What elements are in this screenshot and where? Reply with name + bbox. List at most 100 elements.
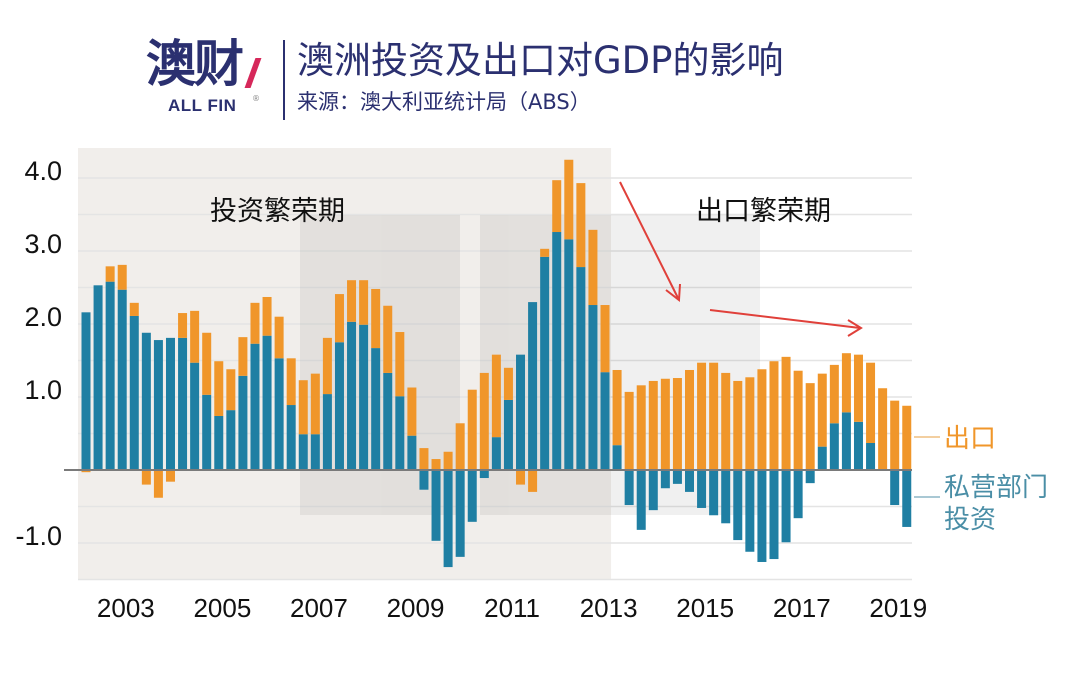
bar-investment (540, 256, 550, 470)
bar-investment (709, 470, 719, 516)
bar-investment (250, 343, 260, 470)
bar-investment (202, 394, 212, 470)
bar-exports (371, 288, 381, 349)
bar-investment (733, 470, 743, 541)
bar-investment (866, 442, 876, 470)
bar-investment (769, 470, 779, 560)
bar-exports (636, 385, 646, 470)
bar-investment (805, 470, 815, 484)
bar-investment (117, 289, 127, 470)
y-tick-label: 4.0 (24, 156, 62, 186)
x-tick-label: 2005 (193, 593, 251, 623)
bar-exports (685, 369, 694, 470)
bar-investment (153, 340, 163, 470)
bar-exports (455, 423, 465, 470)
bar-exports (648, 380, 658, 470)
bar-exports (817, 373, 827, 447)
x-tick-label: 2017 (773, 593, 831, 623)
bar-investment (841, 412, 851, 470)
bar-exports (250, 302, 260, 344)
bar-exports (576, 183, 586, 268)
bar-exports (866, 362, 876, 443)
registered-mark: ® (252, 94, 260, 103)
bar-exports (902, 405, 912, 470)
bar-investment (612, 445, 622, 470)
bar-exports (805, 383, 815, 470)
bar-investment (745, 470, 755, 552)
bar-investment (165, 337, 175, 470)
bar-exports (781, 356, 791, 470)
bar-investment (576, 267, 586, 470)
bar-investment (648, 470, 658, 511)
bars (81, 159, 912, 568)
bar-exports (419, 448, 429, 470)
x-tick-label: 2013 (580, 593, 638, 623)
bar-exports (552, 180, 562, 233)
y-tick-label: -1.0 (15, 521, 62, 551)
bar-exports (322, 337, 332, 395)
bar-exports (105, 266, 115, 282)
bar-investment (274, 358, 284, 470)
bar-exports (359, 280, 369, 325)
bar-investment (829, 423, 839, 470)
bar-investment (93, 285, 103, 470)
chart-source: 来源：澳大利亚统计局（ABS） (297, 90, 591, 114)
legend-investment-label-line2: 投资 (944, 505, 996, 535)
bar-investment (81, 312, 91, 470)
y-tick-label: 1.0 (24, 375, 62, 405)
bar-investment (419, 470, 429, 490)
bar-exports (117, 264, 127, 290)
bar-exports (153, 470, 163, 498)
bar-investment (528, 302, 538, 470)
bar-investment (455, 470, 465, 557)
bar-investment (286, 405, 296, 470)
bar-exports (141, 470, 151, 485)
bar-exports (334, 294, 344, 343)
annotation-investment-boom: 投资繁荣期 (210, 196, 345, 227)
bar-investment (467, 470, 477, 522)
x-axis-ticks: 2003 2005 2007 2009 2011 2013 2015 2017 2019 (97, 593, 927, 623)
bar-exports (286, 358, 296, 406)
bar-investment (793, 470, 803, 519)
bar-exports (298, 380, 308, 435)
chart-title: 澳洲投资及出口对GDP的影响 (297, 39, 784, 82)
bar-exports (745, 377, 755, 470)
bar-investment (600, 372, 610, 470)
bar-investment (190, 362, 200, 470)
bar-investment (129, 315, 139, 470)
trend-arrow-2 (709, 309, 863, 337)
bar-exports (564, 159, 574, 240)
bar-exports (588, 229, 598, 306)
bar-investment (781, 470, 791, 543)
bar-exports (528, 470, 538, 492)
bar-investment (383, 372, 393, 470)
bar-exports (697, 362, 707, 470)
x-tick-label: 2015 (676, 593, 734, 623)
bar-exports (274, 316, 284, 359)
bar-exports (721, 372, 731, 470)
bar-investment (431, 470, 441, 541)
bar-investment (347, 321, 357, 470)
bar-investment (178, 337, 188, 470)
bar-exports (214, 361, 224, 416)
bar-exports (431, 459, 441, 470)
bar-investment (395, 396, 405, 470)
bar-exports (383, 305, 393, 373)
x-tick-label: 2003 (97, 593, 155, 623)
bar-investment (322, 394, 332, 470)
trend-arrow-1 (619, 181, 681, 302)
annotation-export-boom: 出口繁荣期 (696, 196, 831, 227)
bar-exports (190, 310, 200, 363)
bar-investment (817, 446, 827, 470)
bar-investment (685, 470, 694, 492)
bar-investment (226, 410, 236, 470)
x-tick-label: 2007 (290, 593, 348, 623)
bar-exports (226, 369, 236, 411)
legend-exports-label: 出口 (944, 424, 996, 454)
bar-investment (262, 335, 272, 470)
bar-investment (214, 415, 224, 470)
x-tick-label: 2019 (869, 593, 927, 623)
bar-exports (624, 391, 634, 470)
bar-exports (769, 361, 779, 470)
